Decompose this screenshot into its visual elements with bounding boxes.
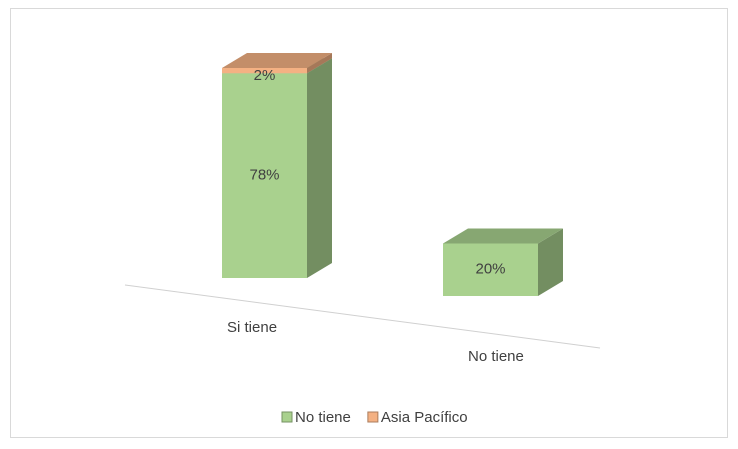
bar-top	[222, 53, 332, 68]
data-label: 2%	[254, 67, 276, 84]
floor-line	[124, 284, 601, 349]
bar-front	[443, 243, 538, 296]
bar-side	[538, 228, 563, 296]
x-tick-label: No tiene	[468, 348, 524, 365]
x-tick-label: Si tiene	[227, 319, 277, 336]
bar-top	[443, 228, 563, 244]
chart-border	[10, 8, 728, 438]
legend-swatch	[281, 411, 293, 423]
data-label: 20%	[475, 261, 505, 278]
legend-swatch	[367, 411, 379, 423]
data-label: 78%	[249, 167, 279, 184]
bar-segment	[222, 53, 332, 74]
bar-front	[222, 68, 307, 74]
bar-front	[222, 73, 307, 278]
bar-side	[307, 53, 332, 74]
legend-label: Asia Pacífico	[381, 409, 468, 426]
bar-segment	[443, 228, 563, 296]
bar-side	[307, 58, 332, 278]
legend-label: No tiene	[295, 409, 351, 426]
